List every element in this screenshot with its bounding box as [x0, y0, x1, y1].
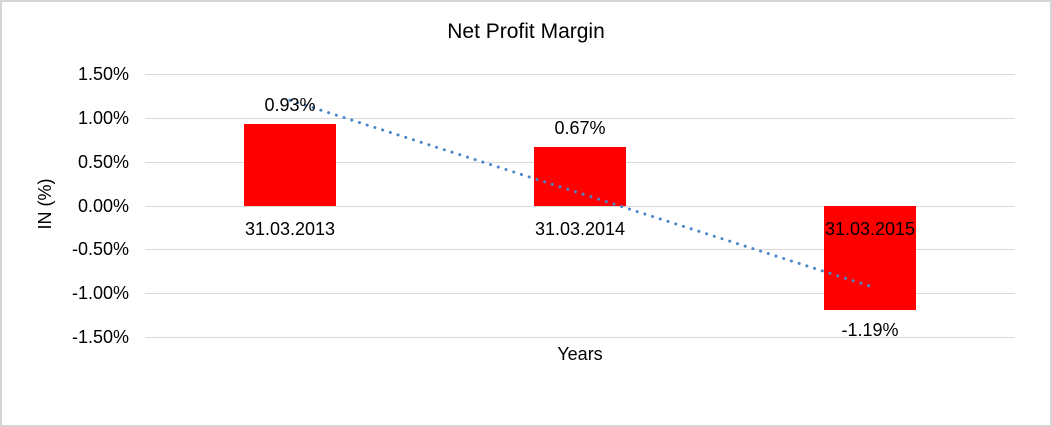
y-tick-label: 0.50%: [77, 152, 129, 172]
gridline: [145, 337, 1015, 338]
y-tick-label: -0.50%: [71, 239, 129, 259]
y-tick-label: 0.00%: [77, 196, 129, 216]
bar-data-label: 0.93%: [264, 95, 316, 115]
bar: [244, 124, 336, 206]
x-category-label: 31.03.2014: [534, 219, 626, 239]
y-tick-label: -1.00%: [71, 283, 129, 303]
x-category-label: 31.03.2013: [244, 219, 336, 239]
bar-data-label: 0.67%: [554, 118, 606, 138]
chart-title: Net Profit Margin: [447, 20, 605, 43]
bar-data-label: -1.19%: [841, 320, 899, 340]
gridline: [145, 74, 1015, 75]
y-tick-label: 1.00%: [77, 108, 129, 128]
x-axis-title: Years: [557, 344, 603, 364]
bar: [534, 147, 626, 206]
y-tick-label: -1.50%: [71, 327, 129, 347]
x-category-label: 31.03.2015: [824, 219, 916, 239]
gridline: [145, 293, 1015, 294]
y-tick-label: 1.50%: [77, 64, 129, 84]
